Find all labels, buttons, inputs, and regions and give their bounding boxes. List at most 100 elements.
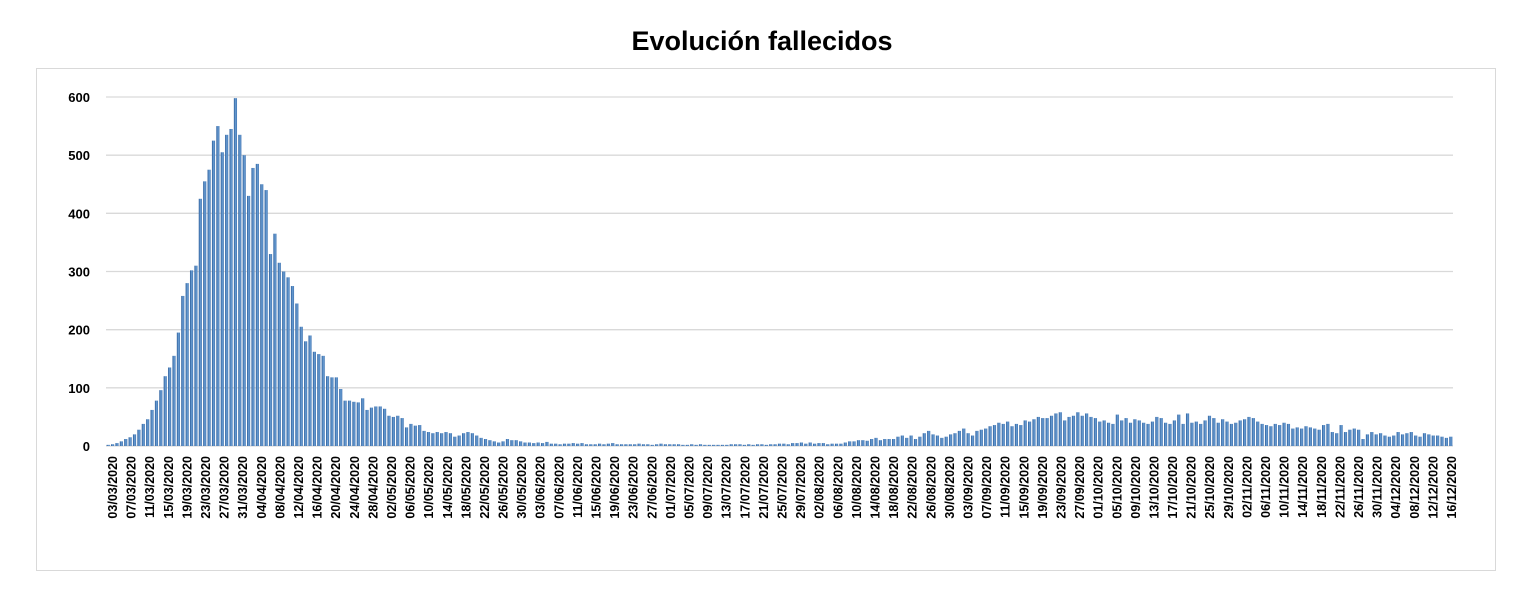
bar	[194, 265, 198, 446]
bar	[1278, 425, 1282, 446]
bar	[505, 439, 510, 446]
bar	[1379, 433, 1383, 446]
bar	[795, 443, 799, 446]
bar	[698, 444, 703, 446]
y-tick-label: 400	[68, 206, 90, 221]
x-tick-label: 27/06/2020	[645, 456, 659, 519]
bar	[1392, 435, 1396, 446]
x-tick-label: 08/12/2020	[1408, 456, 1422, 519]
bar	[1054, 413, 1058, 446]
x-tick-label: 10/05/2020	[422, 456, 436, 519]
bar	[1436, 435, 1440, 446]
bar	[1409, 432, 1413, 446]
bar	[716, 444, 720, 446]
x-tick-label: 19/06/2020	[608, 456, 622, 519]
bar	[326, 376, 330, 446]
bar	[606, 443, 610, 446]
bar	[1124, 418, 1128, 446]
x-tick-label: 03/09/2020	[961, 456, 975, 519]
bar	[1106, 422, 1111, 446]
x-tick-label: 22/05/2020	[478, 456, 492, 519]
bar	[1414, 435, 1418, 446]
x-tick-label: 24/04/2020	[348, 456, 362, 519]
bar	[804, 443, 808, 446]
x-tick-label: 02/08/2020	[813, 456, 827, 519]
x-tick-label: 17/07/2020	[738, 456, 752, 519]
bar	[273, 233, 277, 446]
bar	[431, 433, 435, 446]
bar	[949, 434, 953, 446]
bar	[435, 432, 439, 446]
bar	[488, 440, 492, 446]
bar	[1418, 436, 1422, 446]
bar	[1422, 433, 1427, 446]
bar	[111, 444, 115, 446]
bar	[1080, 415, 1084, 446]
bar	[1321, 425, 1326, 446]
x-tick-label: 26/05/2020	[497, 456, 511, 519]
bar	[321, 355, 325, 446]
bar	[1444, 437, 1448, 446]
bar	[1076, 412, 1080, 446]
bar	[426, 432, 431, 446]
bar	[1142, 422, 1146, 446]
bar	[343, 400, 347, 446]
bar	[734, 444, 738, 446]
bar	[747, 444, 751, 446]
bar	[677, 444, 681, 446]
bar	[1326, 423, 1330, 446]
chart-title: Evolución fallecidos	[631, 26, 893, 56]
bar	[1120, 420, 1124, 446]
bar	[483, 439, 488, 446]
y-tick-label: 300	[68, 265, 90, 280]
bar	[1440, 436, 1444, 446]
x-tick-label: 23/03/2020	[199, 456, 213, 519]
bar	[339, 389, 343, 446]
bar	[115, 443, 119, 446]
bar	[935, 435, 940, 446]
bar	[729, 444, 733, 446]
bar	[1313, 428, 1317, 446]
bar	[501, 441, 505, 446]
bar	[878, 440, 882, 446]
bar	[1304, 426, 1308, 446]
bar	[453, 436, 457, 446]
bar	[1023, 420, 1027, 446]
bar	[1155, 416, 1159, 446]
bar	[1405, 433, 1409, 446]
bar	[308, 335, 312, 446]
x-tick-label: 09/07/2020	[701, 456, 715, 519]
bar	[404, 427, 409, 446]
bar	[659, 443, 663, 446]
bar	[220, 152, 224, 446]
bar	[523, 442, 527, 446]
bar	[282, 271, 286, 446]
bar	[330, 377, 334, 446]
bar	[1387, 436, 1391, 446]
bar	[738, 444, 742, 446]
bar	[1339, 425, 1343, 446]
bar	[769, 444, 773, 446]
bar	[1168, 423, 1172, 446]
bar	[856, 440, 861, 446]
bar	[839, 443, 843, 446]
bar	[1400, 434, 1405, 446]
bar	[216, 126, 220, 446]
x-tick-label: 03/03/2020	[106, 456, 120, 519]
bar	[646, 444, 650, 446]
bar	[567, 443, 571, 446]
bar	[383, 408, 387, 446]
bar	[1251, 418, 1255, 446]
bar	[229, 128, 233, 447]
bar	[128, 437, 132, 446]
bar	[940, 437, 944, 446]
bar	[150, 409, 154, 446]
bar	[672, 444, 676, 446]
bar	[576, 443, 580, 446]
bar	[242, 155, 246, 447]
x-tick-label: 16/12/2020	[1445, 456, 1459, 519]
bar	[1093, 418, 1097, 446]
bar	[1243, 419, 1247, 446]
bar	[1085, 413, 1089, 446]
bar	[1238, 420, 1242, 446]
